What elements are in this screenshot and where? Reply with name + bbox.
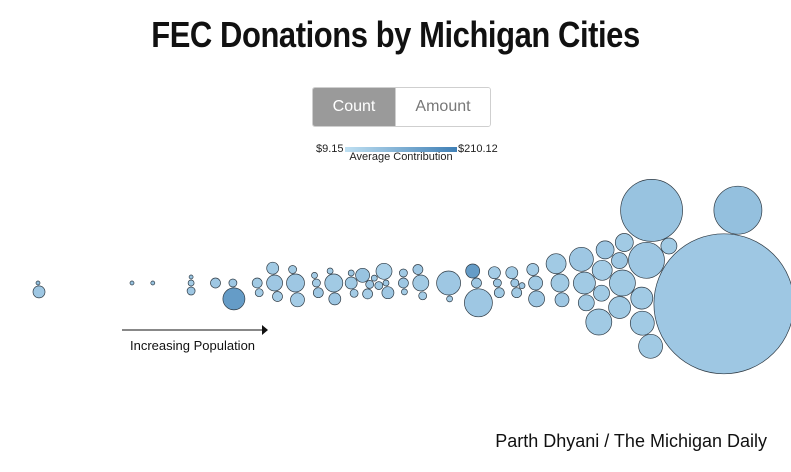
- legend-min-value: $9.15: [316, 143, 344, 155]
- city-bubble[interactable]: [569, 246, 594, 272]
- city-bubble[interactable]: [653, 233, 791, 375]
- city-bubble[interactable]: [272, 291, 283, 302]
- city-bubble[interactable]: [266, 274, 283, 292]
- city-bubble[interactable]: [511, 287, 523, 299]
- city-bubble[interactable]: [464, 288, 493, 318]
- city-bubble[interactable]: [398, 277, 409, 289]
- city-bubble[interactable]: [362, 288, 373, 300]
- city-bubble[interactable]: [585, 308, 613, 336]
- city-bubble[interactable]: [401, 288, 408, 296]
- city-bubble[interactable]: [550, 273, 570, 293]
- city-bubble[interactable]: [375, 262, 393, 280]
- city-bubble[interactable]: [365, 280, 375, 289]
- city-bubble[interactable]: [493, 287, 505, 299]
- city-bubble[interactable]: [382, 279, 390, 287]
- city-bubble[interactable]: [554, 292, 570, 308]
- city-bubble[interactable]: [638, 333, 663, 359]
- city-bubble[interactable]: [614, 233, 634, 252]
- city-bubble[interactable]: [526, 263, 540, 276]
- city-bubble[interactable]: [355, 267, 370, 283]
- city-bubble[interactable]: [446, 295, 453, 303]
- city-bubble[interactable]: [381, 286, 395, 300]
- metric-toggle: Count Amount: [312, 87, 491, 127]
- city-bubble[interactable]: [150, 280, 156, 286]
- city-bubble[interactable]: [412, 274, 430, 292]
- city-bubble[interactable]: [595, 240, 615, 260]
- city-bubble[interactable]: [374, 281, 384, 290]
- city-bubble[interactable]: [471, 277, 482, 289]
- population-axis-label: Increasing Population: [130, 338, 256, 353]
- city-bubble[interactable]: [326, 267, 334, 275]
- city-bubble[interactable]: [311, 272, 318, 279]
- city-bubble[interactable]: [286, 273, 305, 293]
- city-bubble[interactable]: [254, 288, 264, 298]
- city-bubble[interactable]: [573, 271, 596, 295]
- city-bubble[interactable]: [418, 291, 428, 301]
- city-bubble[interactable]: [251, 277, 263, 289]
- chart-title: FEC Donations by Michigan Cities: [151, 14, 640, 55]
- city-bubble[interactable]: [412, 264, 424, 275]
- city-bubble[interactable]: [660, 237, 678, 255]
- city-bubble[interactable]: [528, 275, 543, 291]
- city-bubble[interactable]: [344, 276, 358, 290]
- city-bubble[interactable]: [347, 269, 355, 277]
- city-bubble[interactable]: [312, 287, 324, 299]
- city-bubble[interactable]: [609, 269, 636, 297]
- city-bubble[interactable]: [436, 270, 461, 296]
- city-bubble[interactable]: [628, 241, 665, 279]
- city-bubble[interactable]: [620, 179, 683, 242]
- city-bubble[interactable]: [222, 287, 246, 311]
- city-bubble[interactable]: [399, 268, 408, 278]
- city-bubble[interactable]: [32, 285, 46, 299]
- amount-button[interactable]: Amount: [395, 88, 490, 126]
- city-bubble[interactable]: [611, 252, 628, 269]
- city-bubble[interactable]: [545, 253, 567, 275]
- credit-line: Parth Dhyani / The Michigan Daily: [495, 431, 767, 451]
- legend-color-scale: [345, 147, 457, 152]
- city-bubble[interactable]: [288, 265, 297, 274]
- city-bubble[interactable]: [188, 274, 194, 280]
- city-bubble[interactable]: [488, 266, 501, 280]
- city-bubble[interactable]: [608, 296, 631, 319]
- city-bubble[interactable]: [129, 280, 135, 286]
- city-bubble[interactable]: [370, 274, 378, 282]
- city-bubble[interactable]: [505, 266, 519, 280]
- city-bubble[interactable]: [591, 259, 613, 281]
- city-bubble[interactable]: [290, 292, 305, 308]
- city-bubble[interactable]: [324, 273, 344, 293]
- city-bubble[interactable]: [593, 284, 610, 302]
- city-bubble[interactable]: [493, 278, 502, 288]
- city-bubble[interactable]: [630, 286, 654, 310]
- city-bubble[interactable]: [349, 288, 359, 298]
- city-bubble[interactable]: [465, 263, 481, 279]
- city-bubble[interactable]: [210, 277, 221, 289]
- city-bubble[interactable]: [186, 286, 196, 296]
- city-bubble[interactable]: [510, 278, 520, 288]
- legend-max-value: $210.12: [458, 143, 498, 155]
- city-bubble[interactable]: [328, 292, 342, 306]
- city-bubble[interactable]: [577, 294, 595, 312]
- city-bubble[interactable]: [266, 261, 280, 275]
- population-arrow-head: [262, 325, 268, 335]
- city-bubble[interactable]: [35, 280, 41, 286]
- city-bubble[interactable]: [528, 290, 545, 308]
- city-bubble[interactable]: [312, 278, 321, 288]
- city-bubble[interactable]: [629, 310, 655, 336]
- bubble-group: [32, 179, 791, 375]
- legend-label: Average Contribution: [349, 151, 453, 163]
- city-bubble[interactable]: [228, 278, 238, 288]
- city-bubble[interactable]: [518, 282, 526, 289]
- count-button[interactable]: Count: [313, 88, 395, 126]
- city-bubble[interactable]: [713, 185, 763, 235]
- city-bubble[interactable]: [187, 279, 195, 287]
